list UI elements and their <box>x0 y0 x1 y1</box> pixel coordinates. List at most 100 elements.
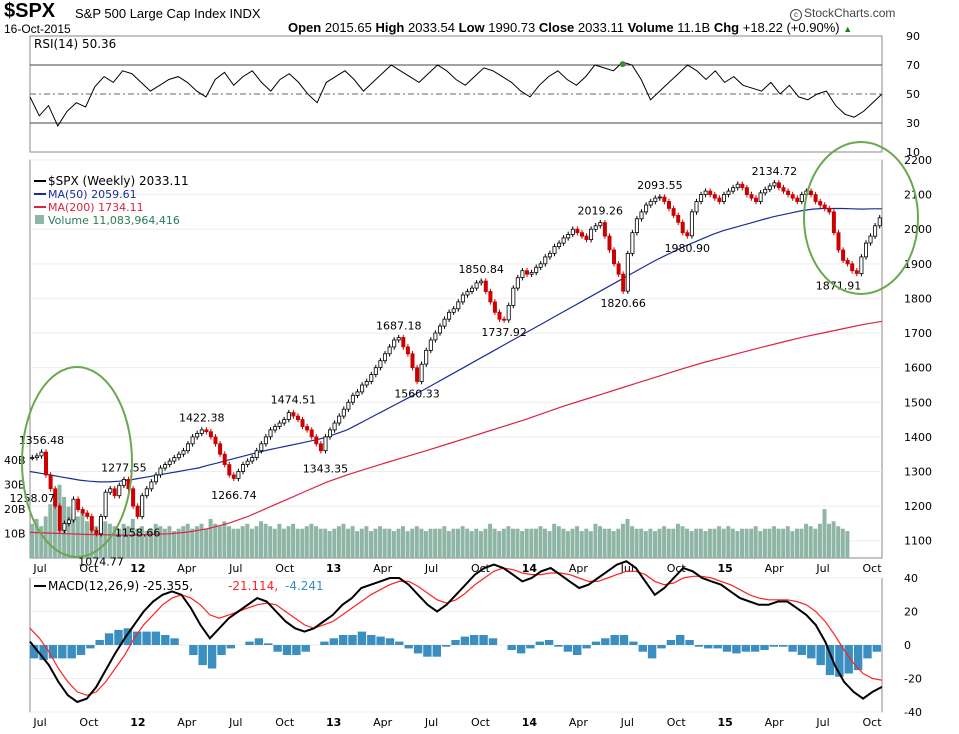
volume-bar <box>744 528 749 558</box>
price-candle <box>451 308 456 313</box>
volume-bar <box>277 523 282 558</box>
volume-bar <box>611 531 616 558</box>
macd-histogram-bar <box>657 645 666 649</box>
volume-tick-label: 20B <box>4 503 26 516</box>
price-candle <box>694 201 699 213</box>
volume-bar <box>227 526 231 558</box>
volume-bar <box>433 528 438 558</box>
price-candle <box>318 443 323 452</box>
volume-bar <box>698 528 703 558</box>
price-candle <box>795 197 800 203</box>
macd-histogram-bar <box>104 633 114 645</box>
volume-bar <box>460 526 465 558</box>
price-candle <box>873 225 878 237</box>
price-annotation-label: 1074.77 <box>78 555 124 568</box>
volume-bar <box>575 526 580 558</box>
price-candle <box>648 201 653 206</box>
price-candle <box>657 196 662 199</box>
price-candle <box>731 187 736 192</box>
price-candle <box>722 194 727 202</box>
x-tick-label: Oct <box>862 562 882 575</box>
macd-histogram-bar <box>348 635 357 645</box>
volume-bar <box>671 528 676 558</box>
x-tick-label: Oct <box>471 562 491 575</box>
price-candle <box>89 516 94 531</box>
volume-bar <box>66 506 71 558</box>
price-candle <box>699 194 704 202</box>
volume-bar <box>776 528 781 558</box>
volume-bar <box>795 528 799 558</box>
price-candle <box>167 460 172 466</box>
volume-bar <box>712 528 717 558</box>
price-candle <box>428 339 433 351</box>
price-candle <box>479 280 484 284</box>
volume-bar <box>501 528 506 558</box>
macd-histogram-bar <box>86 645 95 649</box>
price-candle <box>584 235 589 241</box>
price-candle <box>140 495 145 517</box>
ma200-line <box>29 320 883 536</box>
price-candle <box>53 488 58 507</box>
x-tick-label: Jul <box>32 562 46 575</box>
macd-tick-label: -20 <box>904 673 922 686</box>
macd-histogram-bar <box>189 645 198 655</box>
volume-bar <box>75 516 80 558</box>
price-candle <box>231 474 236 479</box>
macd-histogram-bar <box>769 645 778 647</box>
volume-value: 11.1B <box>677 20 711 35</box>
macd-x-tick-label: Apr <box>177 716 197 729</box>
price-tick-label: 1400 <box>904 431 932 444</box>
open-label: Open <box>288 20 322 35</box>
price-candle <box>502 318 507 321</box>
macd-histogram-bar <box>133 631 142 645</box>
price-candle <box>483 280 488 292</box>
volume-bar <box>194 526 199 558</box>
price-annotation-label: 2134.72 <box>752 165 798 178</box>
price-candle <box>282 419 287 424</box>
price-candle <box>758 192 763 202</box>
volume-bar <box>694 528 699 558</box>
macd-histogram-bar <box>863 645 872 659</box>
volume-bar <box>822 509 827 558</box>
price-candle <box>676 214 681 223</box>
price-candle <box>460 294 465 303</box>
macd-histogram-bar <box>853 645 863 671</box>
price-candle <box>360 384 365 393</box>
volume-bar <box>465 528 470 558</box>
price-candle <box>39 451 44 457</box>
price-annotation-label: 1737.92 <box>481 326 527 339</box>
histogram-legend: -4.241 <box>285 579 324 593</box>
price-candle <box>488 291 493 303</box>
price-candle <box>346 401 351 410</box>
price-candle <box>195 432 200 438</box>
volume-bar <box>721 528 726 558</box>
macd-x-tick-label: Jul <box>620 716 634 729</box>
price-candle <box>305 426 310 431</box>
rsi-tick-label: 30 <box>906 117 920 130</box>
volume-bar <box>176 528 181 558</box>
macd-histogram-bar <box>264 643 273 645</box>
macd-x-tick-label: Oct <box>667 716 687 729</box>
price-annotation-label: 1871.91 <box>816 280 862 293</box>
volume-bar <box>217 526 222 558</box>
price-candle <box>153 474 158 483</box>
price-candle <box>112 488 117 497</box>
price-candle <box>199 429 204 434</box>
price-annotation-label: 1687.18 <box>376 320 422 333</box>
volume-bar <box>456 528 460 558</box>
volume-bar <box>451 528 456 558</box>
brand[interactable]: c StockCharts.com <box>790 6 895 21</box>
macd-histogram-bar <box>741 645 750 652</box>
price-candle <box>350 394 355 403</box>
volume-bar <box>364 526 369 558</box>
macd-tick-label: -40 <box>904 706 922 719</box>
price-candle <box>744 187 749 195</box>
volume-bar <box>547 531 552 558</box>
price-annotation-label: 1820.66 <box>600 297 646 310</box>
quote-summary: Open 2015.65 High 2033.54 Low 1990.73 Cl… <box>288 20 852 35</box>
x-tick-label: Apr <box>177 562 197 575</box>
macd-tick-label: 40 <box>904 572 918 585</box>
macd-histogram-bar <box>432 645 441 657</box>
macd-signal-line <box>29 567 883 696</box>
volume-bar <box>254 526 259 558</box>
